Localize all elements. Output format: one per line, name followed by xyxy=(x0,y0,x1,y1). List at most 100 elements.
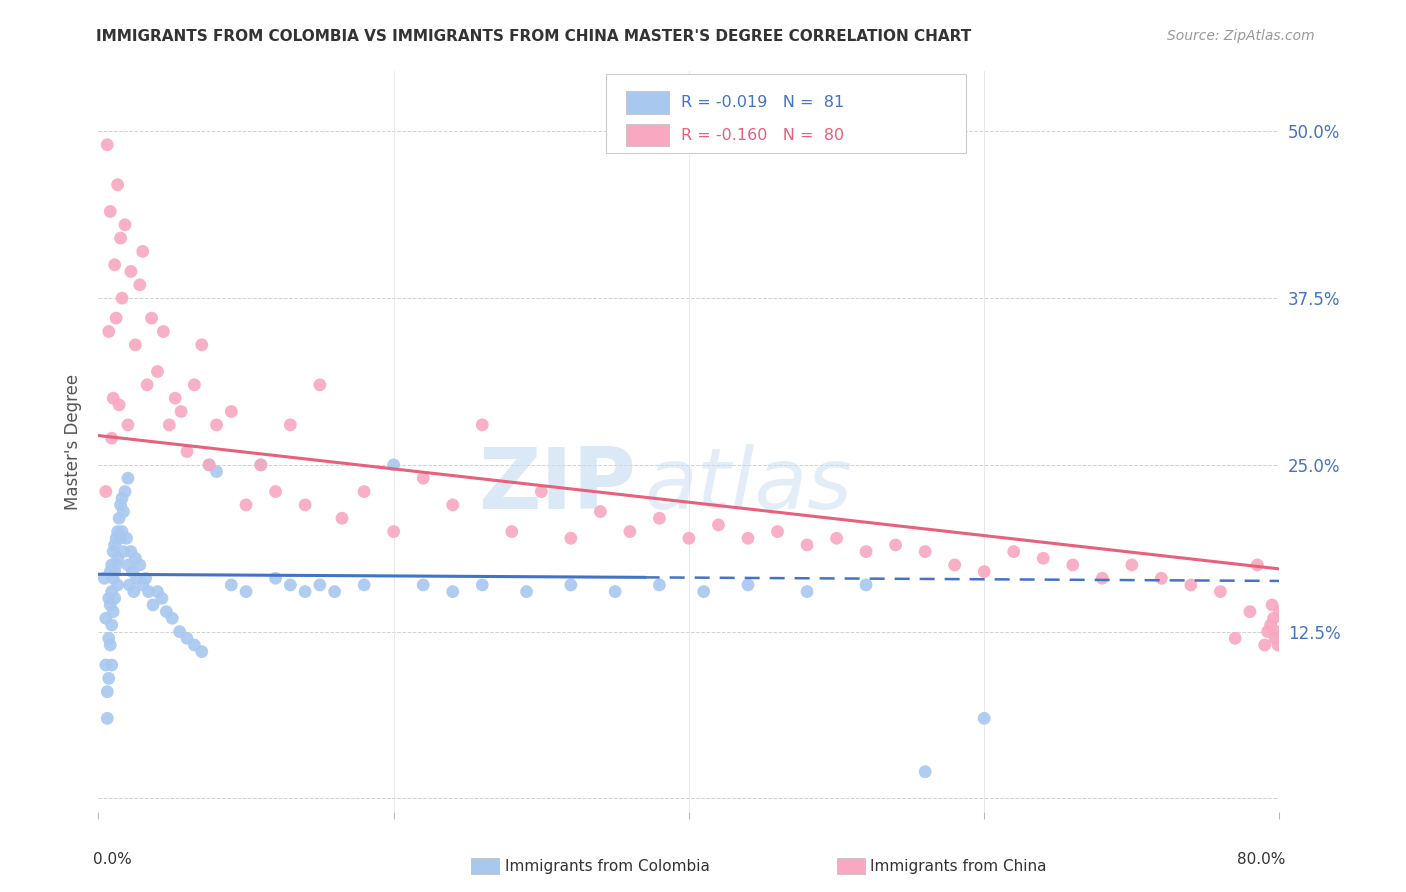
Point xyxy=(1254,638,1277,652)
FancyBboxPatch shape xyxy=(626,91,669,113)
Point xyxy=(530,484,553,499)
Text: R = -0.019   N =  81: R = -0.019 N = 81 xyxy=(681,95,844,110)
Point xyxy=(104,591,127,606)
Point xyxy=(221,578,243,592)
Y-axis label: Master's Degree: Master's Degree xyxy=(63,374,82,509)
Point xyxy=(128,277,150,292)
Point xyxy=(100,431,122,445)
Point xyxy=(1062,558,1084,572)
Point xyxy=(96,684,118,698)
Point xyxy=(103,605,125,619)
Text: ZIP: ZIP xyxy=(478,444,636,527)
Point xyxy=(1264,632,1286,646)
Point xyxy=(111,291,134,305)
Point xyxy=(94,611,117,625)
Point xyxy=(1032,551,1054,566)
Point xyxy=(170,404,193,418)
Point xyxy=(176,632,198,646)
Point xyxy=(136,377,159,392)
Point xyxy=(441,498,464,512)
Point xyxy=(141,311,163,326)
Point xyxy=(796,538,818,552)
Point xyxy=(1002,544,1025,558)
Point xyxy=(1121,558,1143,572)
Point xyxy=(111,491,134,506)
Point xyxy=(1261,598,1284,612)
Point xyxy=(108,398,131,412)
Point xyxy=(118,578,141,592)
Point xyxy=(855,544,877,558)
Point xyxy=(110,498,132,512)
Point xyxy=(441,584,464,599)
Point xyxy=(1180,578,1202,592)
Point xyxy=(107,578,129,592)
Point xyxy=(115,531,138,545)
Point xyxy=(280,417,302,432)
Point xyxy=(250,458,273,472)
Point xyxy=(648,578,671,592)
Point xyxy=(191,645,214,659)
Point xyxy=(103,544,125,558)
Point xyxy=(1268,605,1291,619)
Point xyxy=(250,458,273,472)
Point xyxy=(235,584,257,599)
Point xyxy=(112,544,135,558)
Point xyxy=(412,578,434,592)
Point xyxy=(191,338,214,352)
Point xyxy=(117,417,139,432)
Point xyxy=(294,498,316,512)
Point xyxy=(107,524,129,539)
Point xyxy=(100,558,122,572)
Point xyxy=(183,377,205,392)
Point xyxy=(117,558,139,572)
Point xyxy=(125,571,148,585)
Point xyxy=(737,531,759,545)
Point xyxy=(97,671,120,685)
Point xyxy=(943,558,966,572)
Text: Immigrants from Colombia: Immigrants from Colombia xyxy=(505,859,710,873)
Point xyxy=(560,531,582,545)
Point xyxy=(162,611,183,625)
Text: IMMIGRANTS FROM COLOMBIA VS IMMIGRANTS FROM CHINA MASTER'S DEGREE CORRELATION CH: IMMIGRANTS FROM COLOMBIA VS IMMIGRANTS F… xyxy=(96,29,972,45)
Point xyxy=(104,538,127,552)
Point xyxy=(124,338,146,352)
Point xyxy=(132,578,155,592)
Point xyxy=(157,417,180,432)
Point xyxy=(108,511,131,525)
Point xyxy=(884,538,907,552)
Point xyxy=(110,531,132,545)
Point xyxy=(100,584,122,599)
Point xyxy=(198,458,221,472)
Point xyxy=(205,417,228,432)
Point xyxy=(737,578,759,592)
Text: Source: ZipAtlas.com: Source: ZipAtlas.com xyxy=(1167,29,1315,44)
Point xyxy=(560,578,582,592)
Point xyxy=(309,377,332,392)
Point xyxy=(619,524,641,539)
Point xyxy=(309,578,332,592)
Point xyxy=(353,578,375,592)
Point xyxy=(152,325,174,339)
Point xyxy=(107,178,129,192)
Point xyxy=(1150,571,1173,585)
Text: atlas: atlas xyxy=(644,444,852,527)
Point xyxy=(501,524,523,539)
Point xyxy=(323,584,346,599)
Point xyxy=(914,544,936,558)
Point xyxy=(120,264,142,278)
Point xyxy=(155,605,177,619)
Point xyxy=(104,258,127,272)
Point xyxy=(105,531,128,545)
Point xyxy=(107,551,129,566)
Point xyxy=(132,244,155,259)
Point xyxy=(94,657,117,672)
Point xyxy=(122,584,145,599)
Point xyxy=(589,505,612,519)
Point xyxy=(105,558,128,572)
Point xyxy=(678,531,700,545)
Point xyxy=(973,711,995,725)
Point xyxy=(98,565,121,579)
Point xyxy=(93,571,115,585)
Point xyxy=(103,571,125,585)
Point xyxy=(114,484,136,499)
